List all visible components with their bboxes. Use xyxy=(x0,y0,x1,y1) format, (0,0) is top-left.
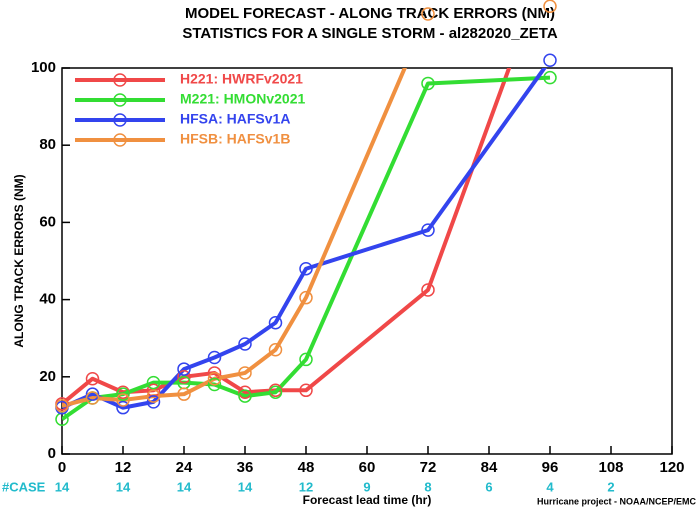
point xyxy=(238,337,252,351)
legend-label: HFSB: HAFSv1B xyxy=(180,131,290,147)
series-line xyxy=(62,68,407,408)
case-count: 14 xyxy=(116,479,131,494)
point xyxy=(299,261,313,276)
point xyxy=(543,0,557,13)
legend-marker xyxy=(113,133,127,147)
x-tick-label: 96 xyxy=(542,459,559,476)
point xyxy=(146,389,161,403)
point xyxy=(421,7,435,21)
y-tick-label: 60 xyxy=(39,213,56,230)
x-tick-label: 24 xyxy=(176,459,193,476)
point xyxy=(238,385,252,399)
point xyxy=(421,223,435,237)
point xyxy=(85,371,100,386)
case-label: #CASE xyxy=(2,479,46,494)
point xyxy=(421,76,435,91)
point xyxy=(146,395,161,409)
legend-label: M221: HMONv2021 xyxy=(180,91,305,107)
point xyxy=(421,283,435,297)
case-count: 9 xyxy=(363,479,370,494)
x-tick-label: 60 xyxy=(359,459,376,476)
point xyxy=(299,383,313,398)
point xyxy=(238,366,252,380)
x-tick-label: 84 xyxy=(481,459,498,476)
point xyxy=(299,352,313,367)
case-count: 14 xyxy=(55,479,70,494)
x-tick-label: 120 xyxy=(659,459,684,476)
x-tick-label: 72 xyxy=(420,459,437,476)
case-count: 6 xyxy=(485,479,492,494)
y-axis-label: ALONG TRACK ERRORS (NM) xyxy=(12,174,26,347)
point xyxy=(543,70,557,85)
legend-marker xyxy=(113,113,127,127)
point xyxy=(116,393,130,407)
point xyxy=(55,399,69,413)
x-tick-label: 0 xyxy=(58,459,66,476)
series-line xyxy=(62,68,512,406)
point xyxy=(177,387,191,401)
case-count: 14 xyxy=(238,479,253,494)
point xyxy=(238,389,252,403)
legend-marker xyxy=(113,73,127,87)
y-tick-label: 100 xyxy=(31,59,56,76)
x-tick-label: 12 xyxy=(115,459,132,476)
point xyxy=(177,370,191,384)
point xyxy=(85,391,100,405)
legend-label: H221: HWRFv2021 xyxy=(180,71,303,87)
plot-area xyxy=(62,68,551,421)
y-tick-label: 20 xyxy=(39,368,56,385)
case-count: 4 xyxy=(546,479,554,494)
series-line xyxy=(62,68,547,410)
y-tick-label: 0 xyxy=(48,445,56,462)
footer: Hurricane project - NOAA/NCEP/EMC xyxy=(537,496,697,506)
x-tick-label: 36 xyxy=(237,459,254,476)
point xyxy=(268,385,283,399)
point xyxy=(177,362,191,376)
point xyxy=(146,375,161,390)
x-tick-label: 108 xyxy=(598,459,623,476)
x-tick-label: 48 xyxy=(298,459,315,476)
chart-title: MODEL FORECAST - ALONG TRACK ERRORS (NM) xyxy=(185,5,555,22)
point xyxy=(85,387,100,401)
point xyxy=(543,53,557,68)
series-line xyxy=(62,75,551,421)
point xyxy=(116,387,130,401)
point xyxy=(268,316,283,330)
case-count: 8 xyxy=(424,479,431,494)
x-axis-label: Forecast lead time (hr) xyxy=(303,493,432,507)
point xyxy=(207,371,222,386)
legend-label: HFSA: HAFSv1A xyxy=(180,111,290,127)
legend-marker xyxy=(113,93,127,107)
case-count: 14 xyxy=(177,479,192,494)
y-tick-label: 40 xyxy=(39,291,56,308)
chart-subtitle: STATISTICS FOR A SINGLE STORM - al282020… xyxy=(182,25,558,42)
case-count: 12 xyxy=(299,479,313,494)
point xyxy=(116,400,130,415)
point xyxy=(299,290,313,305)
point xyxy=(268,343,283,357)
y-tick-label: 80 xyxy=(39,136,56,153)
point xyxy=(207,350,222,365)
point xyxy=(207,377,222,392)
case-count: 2 xyxy=(607,479,614,494)
